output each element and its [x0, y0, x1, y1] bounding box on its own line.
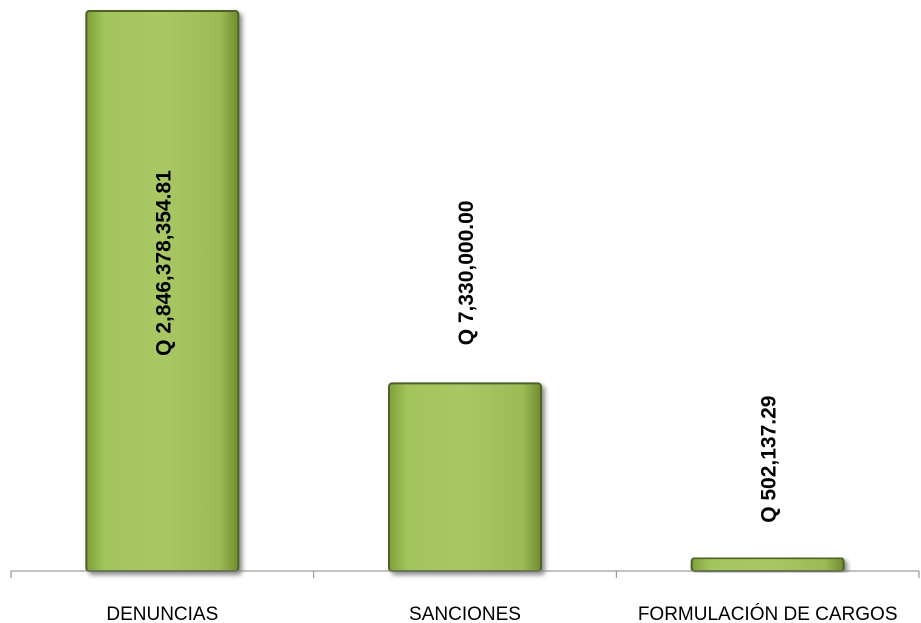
category-label-sanciones: SANCIONES [409, 604, 521, 623]
bar-sanciones [388, 382, 542, 572]
data-label-formulacion-de-cargos: Q 502,137.29 [758, 396, 781, 523]
category-label-formulacion-de-cargos: FORMULACIÓN DE CARGOS [638, 603, 898, 623]
data-labels: Q 2,846,378,354.81 Q 7,330,000.00 Q 502,… [152, 170, 780, 523]
category-labels: DENUNCIAS SANCIONES FORMULACIÓN DE CARGO… [106, 603, 897, 623]
bar-formulacion-de-cargos [690, 557, 845, 572]
bars-layer [85, 10, 845, 572]
x-axis-ticks [10, 571, 920, 578]
data-label-denuncias: Q 2,846,378,354.81 [152, 170, 175, 356]
category-label-denuncias: DENUNCIAS [106, 604, 218, 623]
data-label-sanciones: Q 7,330,000.00 [455, 201, 478, 346]
